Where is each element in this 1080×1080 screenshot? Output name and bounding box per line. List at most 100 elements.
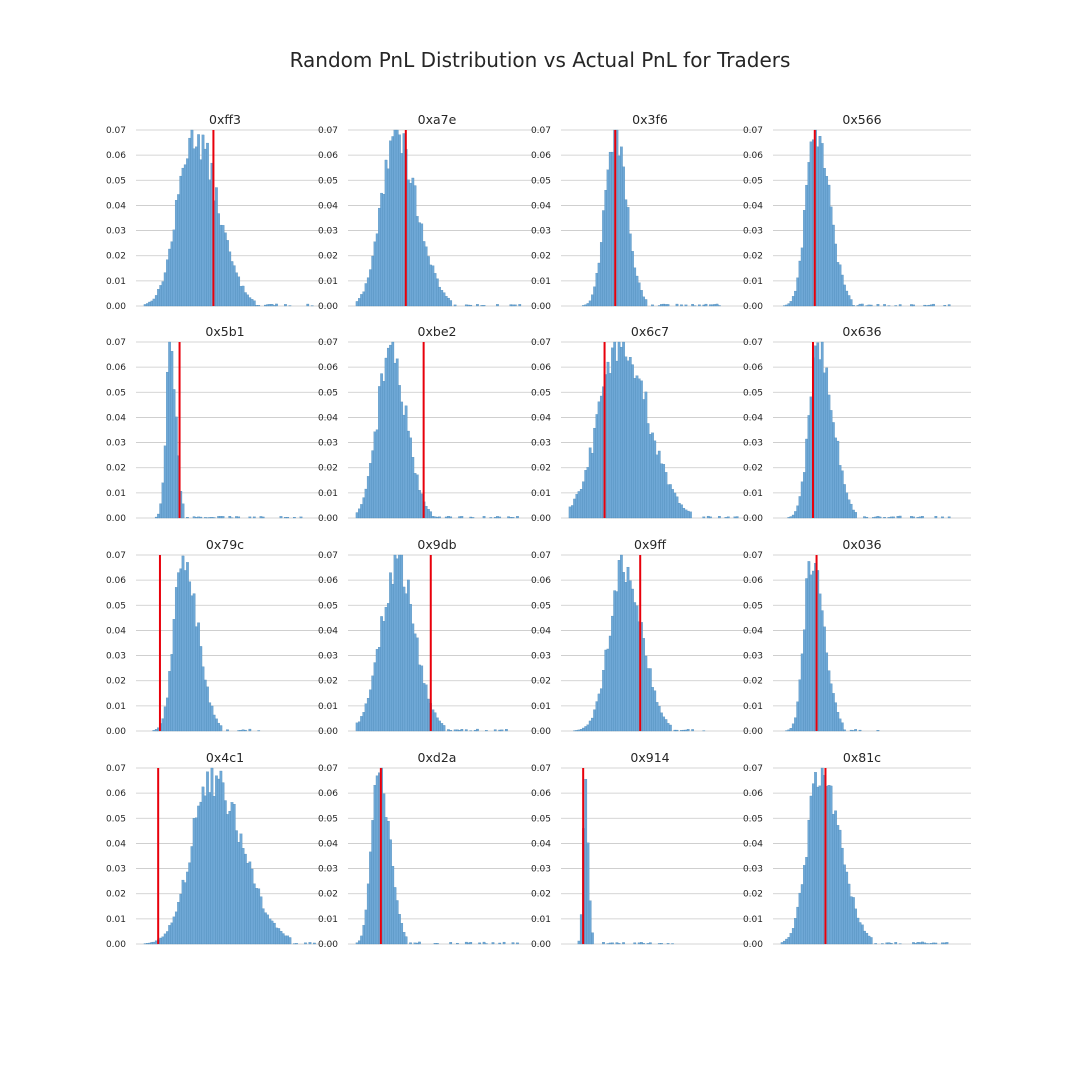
histogram-bar xyxy=(203,517,207,519)
y-tick-label: 0.03 xyxy=(531,227,551,237)
histogram-bar xyxy=(449,730,453,732)
histogram-bar xyxy=(219,224,223,307)
histogram-bar xyxy=(898,515,902,519)
histogram-bar xyxy=(856,305,860,307)
histogram-bar xyxy=(852,897,855,945)
y-tick-label: 0.01 xyxy=(531,702,551,712)
histogram-bar xyxy=(203,148,207,307)
histogram-bar xyxy=(633,267,637,307)
histogram-bar xyxy=(268,918,272,945)
histogram-bar xyxy=(166,259,169,307)
histogram-bar xyxy=(684,729,688,732)
histogram-bar xyxy=(366,697,370,732)
histogram-bar xyxy=(168,341,171,519)
histogram-bar xyxy=(836,712,840,732)
histogram-bar xyxy=(241,285,245,307)
histogram-bar xyxy=(825,176,829,307)
y-tick-label: 0.06 xyxy=(743,151,763,161)
histogram-bar xyxy=(836,440,840,519)
y-tick-label: 0.03 xyxy=(318,439,338,449)
histogram-bar xyxy=(785,304,788,307)
histogram-bar xyxy=(266,914,269,945)
histogram-bar xyxy=(836,825,840,945)
histogram-bar xyxy=(230,802,234,945)
histogram-bar xyxy=(244,853,247,945)
histogram-bar xyxy=(823,372,826,519)
histogram-bar xyxy=(186,871,189,945)
histogram-bar xyxy=(807,819,811,945)
histogram-bar xyxy=(375,775,379,945)
histogram-bar xyxy=(413,185,417,307)
histogram-bar xyxy=(433,273,437,307)
histogram-bar xyxy=(858,922,862,945)
histogram-bar xyxy=(217,722,220,732)
histogram-bar xyxy=(393,129,397,307)
histogram-bar xyxy=(188,137,192,307)
y-tick-label: 0.07 xyxy=(531,126,551,136)
y-tick-label: 0.05 xyxy=(318,601,338,611)
histogram-bar xyxy=(395,129,399,307)
y-tick-label: 0.07 xyxy=(106,764,126,774)
histogram-bar xyxy=(724,517,728,519)
subplot-title: 0x566 xyxy=(842,112,881,127)
histogram-bar xyxy=(431,516,435,519)
histogram-bar xyxy=(447,297,450,307)
histogram-bar xyxy=(373,785,377,945)
y-tick-label: 0.00 xyxy=(531,302,551,312)
histogram-bar xyxy=(646,943,650,945)
histogram-bar xyxy=(921,516,924,519)
histogram-bar xyxy=(373,662,377,732)
histogram-bar xyxy=(682,729,686,732)
histogram-bar xyxy=(384,817,388,945)
histogram-bar xyxy=(836,262,840,307)
histogram-bar xyxy=(498,516,502,519)
histogram-bar xyxy=(896,516,900,519)
histogram-bar xyxy=(876,516,880,519)
y-tick-label: 0.06 xyxy=(106,151,126,161)
histogram-bar xyxy=(577,940,581,945)
histogram-bar xyxy=(464,941,468,945)
histogram-bar xyxy=(852,730,855,732)
histogram-bar xyxy=(422,241,426,307)
histogram-bar xyxy=(257,305,261,307)
histogram-bar xyxy=(360,504,363,519)
subplot-0x6c7: 0.00 0.01 0.02 0.03 0.04 0.05 0.06 0.07 0x6c7 xyxy=(531,324,759,524)
histogram-bar xyxy=(620,146,623,307)
subplot-title: 0x4c1 xyxy=(206,750,244,765)
histogram-bar xyxy=(568,506,572,519)
histogram-bar xyxy=(624,356,628,519)
histogram-bar xyxy=(172,916,176,945)
histogram-bar xyxy=(500,729,504,732)
histogram-bar xyxy=(584,726,588,732)
histogram-bar xyxy=(597,401,601,519)
y-tick-label: 0.06 xyxy=(106,789,126,799)
histogram-bar xyxy=(662,303,666,307)
histogram-bar xyxy=(914,943,918,945)
histogram-bar xyxy=(355,301,359,307)
histogram-bar xyxy=(617,560,621,732)
histogram-bar xyxy=(941,942,944,945)
histogram-bar xyxy=(660,712,663,732)
histogram-bar xyxy=(186,517,189,519)
histogram-bar xyxy=(796,277,800,307)
histogram-bar xyxy=(279,931,283,945)
histogram-bar xyxy=(867,304,871,307)
y-tick-label: 0.02 xyxy=(743,252,763,262)
histogram-bar xyxy=(807,561,811,732)
histogram-bar xyxy=(174,587,178,732)
histogram-bar xyxy=(646,423,650,519)
y-tick-label: 0.06 xyxy=(743,789,763,799)
histogram-bar xyxy=(480,305,484,307)
histogram-bar xyxy=(190,595,194,732)
y-tick-label: 0.03 xyxy=(531,865,551,875)
histogram-bar xyxy=(889,516,893,519)
histogram-bar xyxy=(235,516,238,519)
y-tick-label: 0.05 xyxy=(743,388,763,398)
histogram-bar xyxy=(369,463,372,519)
subplot-title: 0x81c xyxy=(843,750,881,765)
histogram-bar xyxy=(246,294,249,307)
histogram-bar xyxy=(199,159,203,307)
histogram-bar xyxy=(181,503,185,519)
histogram-bar xyxy=(201,134,205,307)
histogram-bar xyxy=(854,908,857,945)
